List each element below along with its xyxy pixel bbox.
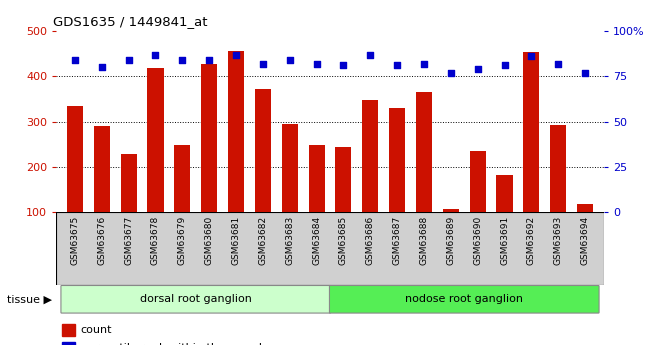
Bar [282, 124, 298, 212]
Text: GSM63677: GSM63677 [124, 216, 133, 265]
Point [365, 52, 376, 57]
Bar [335, 147, 352, 212]
Bar [201, 64, 217, 212]
Text: GSM63689: GSM63689 [446, 216, 455, 265]
Point [312, 61, 322, 67]
Bar [443, 208, 459, 212]
Point [446, 70, 456, 76]
Text: GSM63692: GSM63692 [527, 216, 536, 265]
Bar [416, 92, 432, 212]
Text: GSM63684: GSM63684 [312, 216, 321, 265]
Text: GDS1635 / 1449841_at: GDS1635 / 1449841_at [53, 16, 208, 29]
Bar [577, 204, 593, 212]
Text: GSM63681: GSM63681 [232, 216, 240, 265]
Text: GSM63694: GSM63694 [581, 216, 589, 265]
Text: dorsal root ganglion: dorsal root ganglion [140, 294, 251, 304]
Point [204, 57, 214, 63]
Point [96, 65, 107, 70]
Point [284, 57, 295, 63]
Point [231, 52, 242, 57]
Text: GSM63685: GSM63685 [339, 216, 348, 265]
Bar [174, 145, 190, 212]
Point [123, 57, 134, 63]
Text: nodose root ganglion: nodose root ganglion [405, 294, 523, 304]
Point [69, 57, 80, 63]
Bar [470, 151, 486, 212]
Point [418, 61, 429, 67]
Text: GSM63676: GSM63676 [97, 216, 106, 265]
Point [338, 63, 348, 68]
Text: GSM63678: GSM63678 [151, 216, 160, 265]
Bar [61, 324, 75, 336]
Bar [94, 126, 110, 212]
Point [499, 63, 510, 68]
Point [257, 61, 268, 67]
Point [150, 52, 161, 57]
Bar [550, 125, 566, 212]
Bar [61, 342, 75, 345]
Bar [147, 68, 164, 212]
Text: count: count [81, 325, 112, 335]
Point [177, 57, 187, 63]
Text: GSM63690: GSM63690 [473, 216, 482, 265]
Text: tissue ▶: tissue ▶ [7, 294, 51, 304]
Bar [308, 145, 325, 212]
FancyBboxPatch shape [329, 286, 599, 313]
Bar [121, 154, 137, 212]
Bar [362, 100, 378, 212]
FancyBboxPatch shape [61, 286, 331, 313]
Text: GSM63686: GSM63686 [366, 216, 375, 265]
Bar [389, 108, 405, 212]
Text: GSM63683: GSM63683 [285, 216, 294, 265]
Bar [255, 89, 271, 212]
Text: GSM63680: GSM63680 [205, 216, 214, 265]
Text: GSM63679: GSM63679 [178, 216, 187, 265]
Text: GSM63688: GSM63688 [420, 216, 428, 265]
Text: GSM63675: GSM63675 [71, 216, 79, 265]
Bar [228, 51, 244, 212]
Text: GSM63682: GSM63682 [258, 216, 267, 265]
Text: GSM63691: GSM63691 [500, 216, 509, 265]
Text: GSM63687: GSM63687 [393, 216, 402, 265]
Point [580, 70, 591, 76]
Bar [523, 52, 539, 212]
Point [473, 66, 483, 72]
Point [526, 54, 537, 59]
Point [553, 61, 564, 67]
Bar [67, 106, 83, 212]
Point [392, 63, 403, 68]
Bar [496, 175, 513, 212]
Text: GSM63693: GSM63693 [554, 216, 563, 265]
Text: percentile rank within the sample: percentile rank within the sample [81, 344, 269, 345]
